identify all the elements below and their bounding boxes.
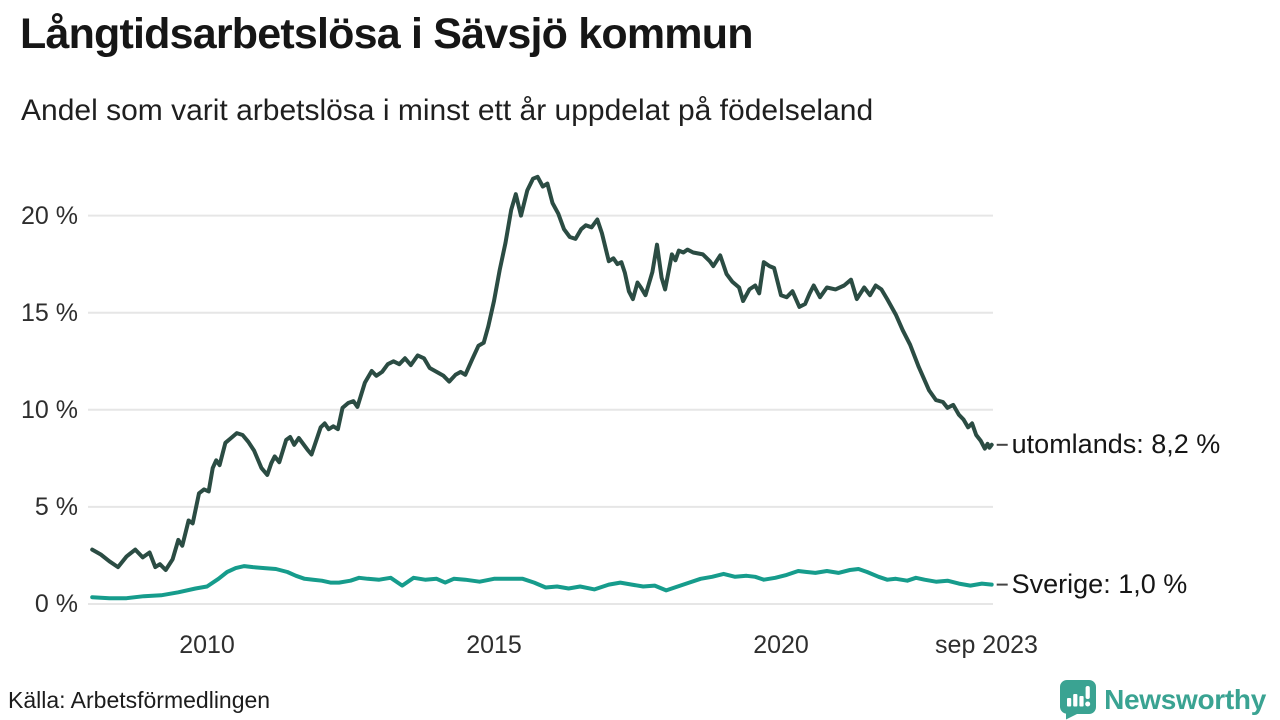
newsworthy-brand: Newsworthy (1059, 679, 1266, 720)
series-line-sverige (90, 564, 994, 601)
newsworthy-wordmark: Newsworthy (1104, 683, 1266, 715)
source-note: Källa: Arbetsförmedlingen (8, 687, 271, 713)
x-tick-2020: 2020 (753, 631, 809, 659)
x-tick-sep2023: sep 2023 (935, 631, 1038, 659)
y-tick-5pct: 5 % (34, 492, 78, 521)
y-tick-10pct: 10 % (21, 395, 78, 424)
y-tick-20pct: 20 % (21, 201, 78, 230)
x-tick-2010: 2010 (179, 631, 235, 659)
x-tick-2015: 2015 (466, 631, 522, 659)
page-subtitle: Andel som varit arbetslösa i minst ett å… (21, 94, 874, 127)
y-tick-15pct: 15 % (21, 298, 78, 327)
line-chart (88, 174, 1008, 605)
series-line-utomlands (90, 174, 994, 572)
y-tick-0pct: 0 % (34, 590, 78, 618)
page-title: Långtidsarbetslösa i Sävsjö kommun (20, 10, 753, 58)
newsworthy-logo-icon (1059, 679, 1097, 720)
series-end-label-sverige: Sverige: 1,0 % (1011, 568, 1188, 599)
series-end-label-utomlands: utomlands: 8,2 % (1011, 428, 1221, 459)
